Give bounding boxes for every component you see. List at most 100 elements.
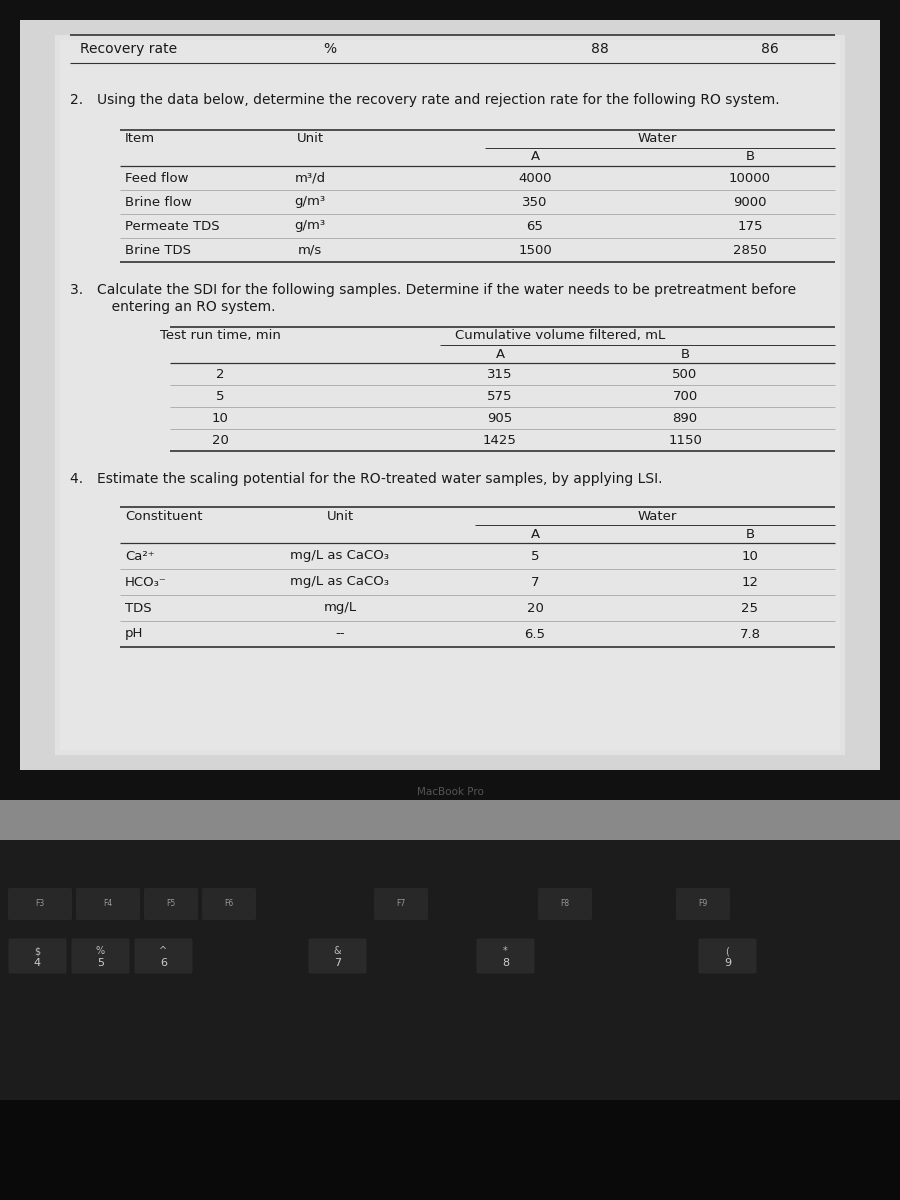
Text: Item: Item [125,132,155,145]
Text: &: & [334,946,341,956]
Text: 9000: 9000 [734,196,767,209]
Text: 905: 905 [488,412,513,425]
Text: F9: F9 [698,900,707,908]
Text: 500: 500 [672,367,698,380]
Text: F3: F3 [35,900,45,908]
FancyBboxPatch shape [76,888,140,920]
Text: g/m³: g/m³ [294,220,326,233]
Text: A: A [530,150,540,163]
Text: 2850: 2850 [734,244,767,257]
Bar [0,800,900,840]
Text: mg/L as CaCO₃: mg/L as CaCO₃ [291,576,390,588]
Text: (: ( [725,946,729,956]
Text: A: A [530,528,540,540]
Text: 7.8: 7.8 [740,628,760,641]
FancyBboxPatch shape [374,888,428,920]
Text: TDS: TDS [125,601,151,614]
Text: Recovery rate: Recovery rate [80,42,177,56]
Text: mg/L as CaCO₃: mg/L as CaCO₃ [291,550,390,563]
FancyBboxPatch shape [698,938,757,973]
Text: 1425: 1425 [483,433,517,446]
Bar [20,20,880,770]
Text: Permeate TDS: Permeate TDS [125,220,220,233]
Text: 25: 25 [742,601,759,614]
Text: Ca²⁺: Ca²⁺ [125,550,155,563]
Text: MacBook Pro: MacBook Pro [417,787,483,797]
Text: 8: 8 [502,958,509,968]
Text: 5: 5 [531,550,539,563]
Text: F8: F8 [561,900,570,908]
Text: %: % [323,42,337,56]
FancyBboxPatch shape [8,938,67,973]
Text: Cumulative volume filtered, mL: Cumulative volume filtered, mL [454,330,665,342]
Text: B: B [745,150,754,163]
Text: m/s: m/s [298,244,322,257]
Text: *: * [503,946,508,956]
Bar [0,0,900,780]
Text: 20: 20 [526,601,544,614]
Text: B: B [745,528,754,540]
Text: entering an RO system.: entering an RO system. [70,300,275,314]
FancyBboxPatch shape [202,888,256,920]
FancyBboxPatch shape [71,938,130,973]
Bar [55,35,845,755]
Text: 175: 175 [737,220,763,233]
Text: $: $ [34,946,40,956]
Text: F7: F7 [396,900,406,908]
Text: 890: 890 [672,412,698,425]
Text: 2: 2 [216,367,224,380]
Text: A: A [495,348,505,360]
Text: 1500: 1500 [518,244,552,257]
Text: F5: F5 [166,900,176,908]
Text: 575: 575 [487,390,513,402]
Text: Brine TDS: Brine TDS [125,244,191,257]
Text: 10: 10 [212,412,229,425]
Text: 350: 350 [522,196,548,209]
Text: mg/L: mg/L [323,601,356,614]
Text: 700: 700 [672,390,698,402]
Bar [0,770,900,800]
Bar [0,840,900,1200]
Text: HCO₃⁻: HCO₃⁻ [125,576,166,588]
Text: Test run time, min: Test run time, min [159,330,281,342]
Text: Constituent: Constituent [125,510,202,522]
Text: 20: 20 [212,433,229,446]
Text: 7: 7 [334,958,341,968]
Text: Water: Water [638,132,677,145]
Bar [60,40,840,750]
Text: 12: 12 [742,576,759,588]
FancyBboxPatch shape [538,888,592,920]
Text: 2. Using the data below, determine the recovery rate and rejection rate for the : 2. Using the data below, determine the r… [70,92,779,107]
Text: 6.5: 6.5 [525,628,545,641]
Text: g/m³: g/m³ [294,196,326,209]
Text: Brine flow: Brine flow [125,196,192,209]
Text: 10000: 10000 [729,172,771,185]
Text: Water: Water [638,510,677,522]
Text: F4: F4 [104,900,112,908]
Text: 3. Calculate the SDI for the following samples. Determine if the water needs to : 3. Calculate the SDI for the following s… [70,283,797,296]
Text: 6: 6 [160,958,167,968]
FancyBboxPatch shape [309,938,366,973]
Text: 86: 86 [761,42,778,56]
FancyBboxPatch shape [676,888,730,920]
Text: 7: 7 [531,576,539,588]
Text: 1150: 1150 [668,433,702,446]
Text: ^: ^ [159,946,167,956]
Text: %: % [96,946,105,956]
FancyBboxPatch shape [8,888,72,920]
Text: --: -- [335,628,345,641]
Text: Unit: Unit [327,510,354,522]
Bar [0,1100,900,1200]
Text: 9: 9 [724,958,731,968]
Text: 4: 4 [34,958,41,968]
FancyBboxPatch shape [134,938,193,973]
Text: 315: 315 [487,367,513,380]
Text: 4000: 4000 [518,172,552,185]
Text: 88: 88 [591,42,609,56]
Text: 4. Estimate the scaling potential for the RO-treated water samples, by applying : 4. Estimate the scaling potential for th… [70,472,662,486]
Text: 10: 10 [742,550,759,563]
FancyBboxPatch shape [144,888,198,920]
Text: pH: pH [125,628,143,641]
Text: Unit: Unit [296,132,324,145]
Text: 5: 5 [216,390,224,402]
